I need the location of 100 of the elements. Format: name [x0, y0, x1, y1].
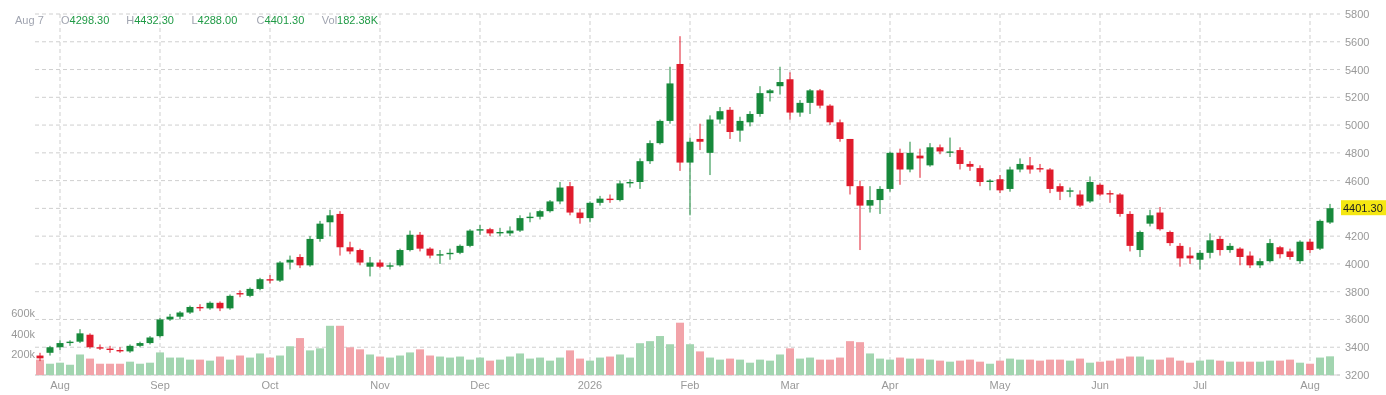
bar — [876, 358, 884, 375]
bar — [426, 355, 434, 375]
bar — [1006, 358, 1014, 375]
candlestick — [936, 144, 944, 155]
candlestick — [386, 262, 394, 270]
bar — [1066, 360, 1074, 375]
candlestick — [1016, 157, 1024, 173]
y-tick-label: 3800 — [1345, 285, 1370, 298]
candlestick — [766, 88, 774, 102]
bar — [306, 350, 314, 375]
bar — [1036, 360, 1044, 375]
bar — [1046, 359, 1054, 375]
candlestick — [646, 139, 654, 165]
bar — [36, 359, 44, 375]
bar — [476, 357, 484, 375]
candlestick — [1176, 242, 1184, 268]
candlestick — [896, 148, 904, 186]
x-tick-label: Dec — [470, 379, 491, 391]
candlestick — [436, 249, 444, 265]
x-tick-label: Feb — [680, 379, 700, 391]
x-tick-label: Jun — [1091, 379, 1109, 391]
bar — [1156, 359, 1164, 375]
annotation: Aug 7 — [15, 14, 44, 26]
candlestick — [1286, 248, 1294, 261]
candlestick — [1046, 167, 1054, 194]
y-tick-label: 5600 — [1345, 35, 1370, 48]
candlestick — [266, 274, 274, 284]
bar — [1166, 357, 1174, 375]
bar — [1216, 360, 1224, 375]
x-tick-label: Aug — [1300, 379, 1320, 391]
candlestick — [946, 137, 954, 158]
candlestick — [906, 141, 914, 173]
bar — [106, 363, 114, 375]
bar — [536, 357, 544, 375]
bar — [916, 358, 924, 375]
bar — [846, 341, 854, 375]
annotation: C4401.30 — [256, 14, 305, 26]
bar — [406, 352, 414, 375]
bar — [316, 348, 324, 375]
candlestick — [176, 310, 184, 320]
candlestick — [876, 185, 884, 215]
candlestick — [746, 110, 754, 127]
bar — [146, 362, 154, 375]
bar — [496, 359, 504, 375]
bar — [696, 351, 704, 375]
candlestick — [1116, 192, 1124, 218]
candlestick — [816, 88, 824, 109]
candlestick — [1206, 232, 1214, 259]
bar — [666, 344, 674, 375]
bar — [126, 361, 134, 375]
bar — [416, 349, 424, 375]
bar — [826, 359, 834, 375]
candlestick — [126, 343, 134, 354]
bar — [236, 355, 244, 375]
bar — [1016, 359, 1024, 375]
bar — [1126, 356, 1134, 375]
candlestick — [976, 164, 984, 187]
bar — [576, 358, 584, 375]
text: 4401.30 — [1343, 202, 1383, 215]
candlestick — [856, 180, 864, 251]
bar — [746, 362, 754, 375]
bar — [1146, 359, 1154, 375]
candlestick — [1036, 163, 1044, 173]
candlestick — [1156, 206, 1164, 232]
bar — [986, 363, 994, 375]
bar — [816, 359, 824, 375]
bar — [336, 325, 344, 375]
bar — [936, 360, 944, 375]
y2-tick-label: 600k — [11, 307, 36, 320]
bar — [736, 359, 744, 375]
bar — [96, 363, 104, 375]
bar — [1086, 362, 1094, 375]
candlestick — [56, 339, 64, 351]
bar — [56, 362, 64, 375]
x-tick-label: Jul — [1192, 379, 1208, 391]
bar — [1026, 359, 1034, 375]
bar — [386, 357, 394, 375]
x-tick-label: Oct — [261, 379, 279, 391]
candlestick — [776, 66, 784, 96]
bar — [566, 350, 574, 375]
y-tick-label: 5200 — [1345, 91, 1370, 104]
bar — [586, 360, 594, 375]
candlestick — [1006, 166, 1014, 193]
bar — [166, 357, 174, 375]
bar — [1136, 356, 1144, 375]
candlestick — [686, 137, 694, 216]
candlestick — [216, 300, 224, 312]
bar — [1236, 361, 1244, 375]
bar — [836, 357, 844, 375]
bar — [276, 355, 284, 375]
candlestick — [396, 248, 404, 268]
candlestick — [596, 195, 604, 207]
bar — [866, 353, 874, 375]
bar — [216, 356, 224, 375]
bar — [956, 360, 964, 375]
candlestick — [286, 255, 294, 270]
candlestick — [416, 231, 424, 252]
bar — [86, 358, 94, 375]
bar — [1306, 363, 1314, 375]
y-tick-label: 5400 — [1345, 63, 1370, 76]
